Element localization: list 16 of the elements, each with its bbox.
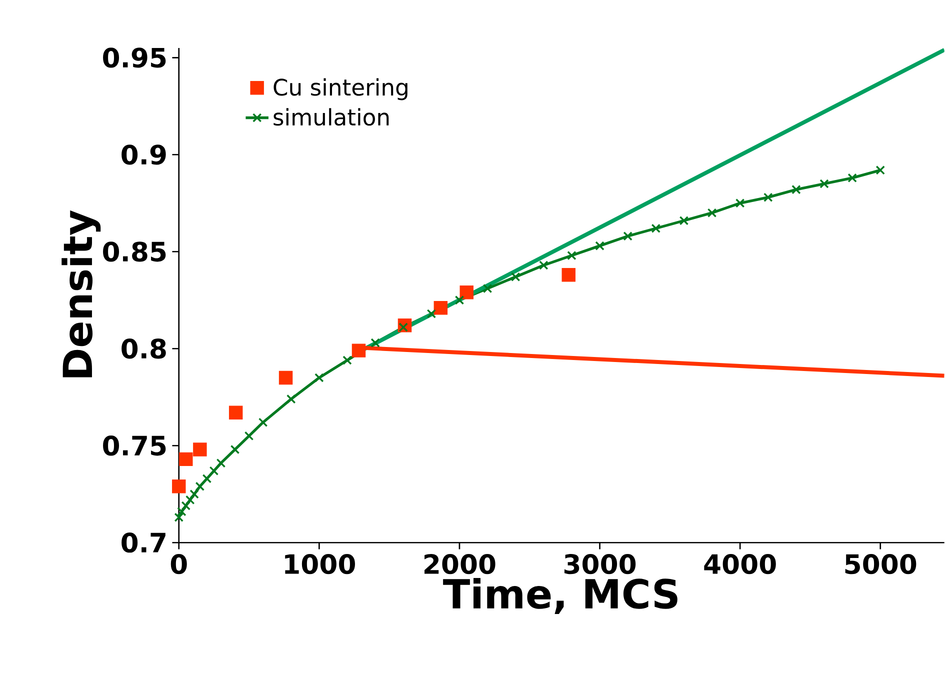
x-axis-title: Time, MCS xyxy=(443,578,678,614)
legend-label: Cu sintering xyxy=(274,78,408,100)
y-tick-label: 0.75 xyxy=(103,436,166,456)
x-tick-label: 4000 xyxy=(704,554,776,574)
y-tick-label: 0.85 xyxy=(103,242,166,262)
x-tick-label: 3000 xyxy=(564,554,636,574)
legend-label: simulation xyxy=(274,108,389,126)
y-tick-label: 0.95 xyxy=(103,48,166,68)
y-axis-title: Density xyxy=(62,210,101,378)
x-tick-label: 5000 xyxy=(845,554,916,574)
y-tick-label: 0.9 xyxy=(122,144,166,165)
x-tick-label: 2000 xyxy=(424,554,496,574)
x-tick-label: 1000 xyxy=(285,554,355,574)
y-tick-label: 0.8 xyxy=(122,338,166,359)
x-tick-label: 0 xyxy=(170,554,187,574)
y-tick-label: 0.7 xyxy=(122,532,166,553)
